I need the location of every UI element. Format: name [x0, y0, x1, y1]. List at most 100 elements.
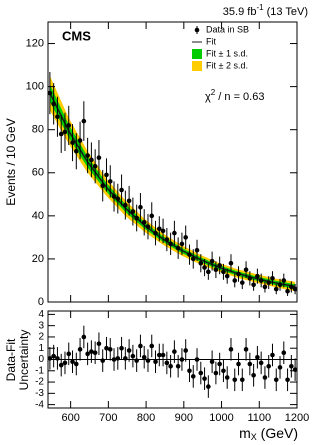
- pull-point: [149, 343, 155, 349]
- pull-point: [236, 361, 241, 367]
- data-point: [232, 278, 238, 283]
- data-point: [70, 140, 75, 145]
- y-tick-label: 4: [38, 309, 44, 320]
- data-point: [228, 260, 234, 266]
- data-point: [243, 267, 249, 272]
- y-tick-label: -1: [35, 365, 44, 376]
- pull-point: [277, 365, 283, 370]
- y-tick-label: 0: [38, 354, 44, 365]
- pull-point: [262, 375, 268, 380]
- x-label-unit: (GeV): [257, 425, 298, 441]
- y-tick-label: 40: [32, 210, 44, 222]
- pull-point: [160, 352, 166, 358]
- top-frame: [47, 21, 298, 303]
- data-point: [273, 286, 279, 292]
- pull-point: [251, 372, 256, 378]
- pull-point: [183, 348, 189, 353]
- cms-label: CMS: [62, 28, 91, 43]
- pull-point: [168, 363, 173, 369]
- pull-point: [285, 377, 290, 383]
- data-point: [202, 265, 207, 270]
- y-tick-label: 100: [26, 81, 44, 93]
- data-point: [247, 276, 253, 281]
- y-tick-label: -2: [35, 377, 44, 388]
- pull-point: [209, 359, 215, 365]
- pull-point: [81, 334, 87, 340]
- pull-point: [104, 345, 109, 351]
- data-point: [258, 278, 264, 283]
- data-point: [153, 230, 158, 236]
- data-point: [179, 241, 185, 247]
- data-point: [209, 258, 215, 264]
- data-point: [104, 172, 109, 178]
- data-point: [47, 90, 53, 96]
- data-point: [92, 164, 98, 169]
- pull-point: [228, 347, 234, 352]
- data-point: [239, 280, 245, 285]
- pull-point: [247, 361, 253, 367]
- pull-point: [289, 363, 294, 369]
- x-label: mX (GeV): [239, 425, 298, 443]
- legend-label: Fit ± 1 s.d.: [206, 48, 248, 58]
- y-tick-label: -3: [35, 388, 44, 399]
- y-label: Events / 10 GeV: [4, 118, 18, 205]
- lumi-exp: -1: [256, 3, 264, 12]
- y-tick-label: 1: [38, 343, 44, 354]
- pull-point: [190, 374, 196, 379]
- pull-point: [100, 358, 106, 363]
- data-point: [111, 194, 117, 199]
- data-point: [266, 280, 272, 285]
- pull-point: [134, 358, 139, 363]
- pull-point: [126, 348, 132, 353]
- data-point: [55, 114, 60, 120]
- data-point: [51, 101, 56, 107]
- data-point: [285, 288, 290, 294]
- pull-point: [77, 347, 83, 352]
- data-point: [85, 153, 90, 158]
- data-point: [123, 202, 128, 208]
- pull-y-label: Data-Fit: [4, 338, 18, 381]
- data-point: [96, 155, 102, 160]
- data-point: [107, 179, 113, 184]
- chi2-label: χ2 / n = 0.63: [205, 88, 264, 103]
- pull-point: [55, 356, 60, 361]
- data-point: [224, 273, 230, 279]
- pull-point: [258, 360, 264, 366]
- data-point: [168, 241, 173, 247]
- pull-point: [194, 357, 200, 362]
- pull-point: [141, 354, 147, 360]
- legend-label: Fit: [206, 36, 216, 46]
- fit-band: [49, 84, 296, 289]
- data-point: [66, 123, 72, 128]
- data-point: [77, 138, 83, 143]
- chi-value: / n = 0.63: [215, 91, 264, 103]
- data-point: [145, 224, 151, 229]
- pull-point: [213, 370, 219, 376]
- lumi: 35.9 fb: [223, 6, 257, 18]
- chart: CMS 35.9 fb-1 (13 TeV) χ2 / n = 0.63 Eve…: [4, 3, 309, 443]
- pull-point: [281, 350, 287, 356]
- y-tick-label: 60: [32, 167, 44, 179]
- pull-point: [58, 362, 64, 368]
- data-point: [255, 273, 260, 279]
- pull-point: [92, 350, 98, 356]
- pull-point: [115, 356, 121, 361]
- data-point: [213, 267, 219, 272]
- y-tick-label: 0: [38, 296, 44, 308]
- data-point: [206, 269, 211, 275]
- pull-point: [255, 354, 260, 360]
- pull-point: [239, 377, 245, 383]
- legend-label: Fit ± 2 s.d.: [206, 60, 248, 70]
- data-point: [217, 263, 222, 268]
- x-label-sub: X: [251, 432, 257, 442]
- x-tick-label: 800: [137, 412, 155, 424]
- data-point: [262, 284, 268, 290]
- pull-point: [70, 359, 75, 365]
- pull-point: [119, 345, 124, 351]
- data-point: [141, 220, 147, 225]
- chi-exp: 2: [211, 88, 216, 97]
- data-point: [281, 278, 287, 283]
- pull-point: [224, 375, 230, 380]
- pull-point: [206, 384, 211, 389]
- y-tick-label: 20: [32, 253, 44, 265]
